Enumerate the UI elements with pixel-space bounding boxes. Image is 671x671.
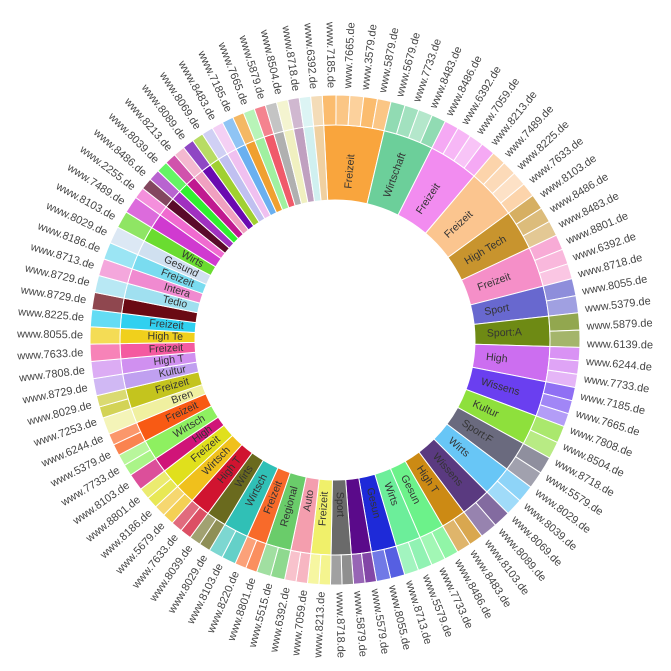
outer-label-21: www.5379.de <box>583 295 651 315</box>
outer-label-67: www.7633.de <box>16 347 84 362</box>
inner-label-38: Freizeit <box>149 317 184 332</box>
outer-label-23: www.6139.de <box>586 338 653 351</box>
outer-label-68: www.8055.de <box>16 328 83 341</box>
outer-label-22: www.5879.de <box>585 317 653 332</box>
inner-label-8: High <box>485 351 508 365</box>
outer-segment-109[interactable] <box>310 94 325 127</box>
outer-label-0: www.7185.de <box>324 21 337 88</box>
inner-label-37: High Te <box>148 330 184 343</box>
outer-label-89: www.6392.de <box>301 22 319 90</box>
outer-segment-82[interactable] <box>89 326 121 345</box>
outer-label-69: www.8225.de <box>17 306 85 324</box>
inner-label-20: Freizeit <box>317 491 331 526</box>
outer-label-2: www.3579.de <box>360 24 380 92</box>
outer-label-44: www.5879.de <box>351 590 369 658</box>
outer-label-66: www.7808.de <box>18 365 86 385</box>
outer-label-70: www.8729.de <box>19 284 87 306</box>
outer-label-1: www.7665.de <box>342 22 357 90</box>
outer-ring <box>89 94 581 586</box>
outer-segment-81[interactable] <box>89 343 122 363</box>
outer-label-24: www.6244.de <box>585 356 653 374</box>
inner-label-21: Auto <box>301 489 316 512</box>
outer-segment-25[interactable] <box>548 312 581 332</box>
inner-label-19: Sport <box>334 492 347 518</box>
outer-label-45: www.8718.de <box>333 591 346 658</box>
outer-label-47: www.7059.de <box>290 589 310 657</box>
inner-label-6: Sport <box>483 302 510 318</box>
inner-label-7: Sport:A <box>487 326 522 339</box>
inner-label-35: High T <box>153 352 186 368</box>
inner-label-0: Freizeit <box>342 154 357 189</box>
outer-segment-51[interactable] <box>340 553 355 586</box>
inner-label-36: Freizeit <box>148 342 183 356</box>
outer-label-46: www.8213.de <box>312 591 327 659</box>
outer-segment-52[interactable] <box>329 554 343 586</box>
outer-segment-1[interactable] <box>335 94 351 126</box>
outer-label-43: www.5579.de <box>368 587 390 655</box>
outer-segment-0[interactable] <box>321 94 337 126</box>
outer-segment-26[interactable] <box>549 329 581 348</box>
